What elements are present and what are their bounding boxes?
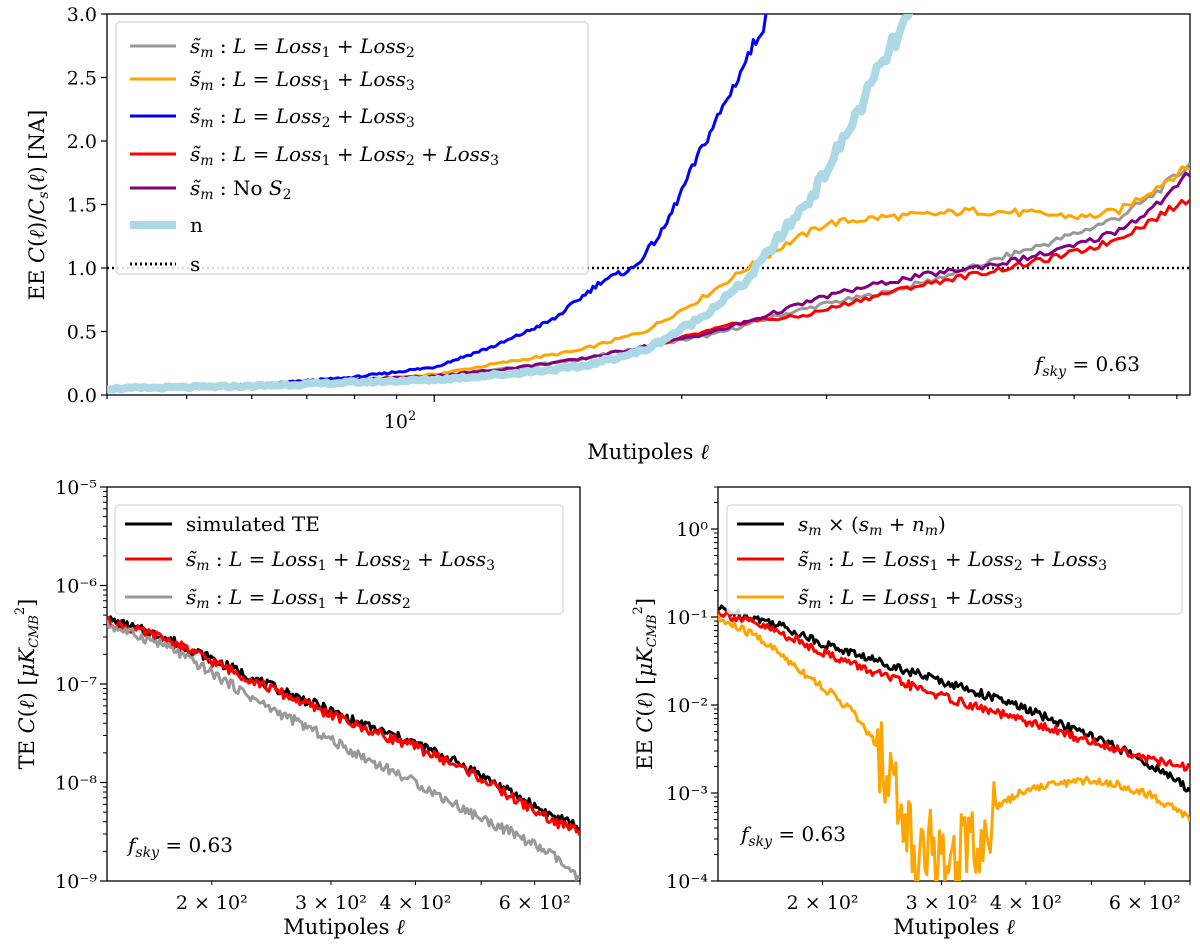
legend-label-loss123: s̃m : L = Loss1 + Loss2 + Loss3 [190,142,499,169]
bl-ytick-label: 10⁻⁷ [55,674,97,696]
legend-label-loss12: s̃m : L = Loss1 + Loss2 [190,34,415,61]
br-series-1 [718,610,1190,772]
br-ytick-label: 10⁰ [676,519,708,541]
br-ylabel: EE C(ℓ) [μKCMB2] [631,598,660,770]
br-ytick-label: 10⁻⁴ [666,871,708,893]
bl-ytick-label: 10⁻⁵ [55,477,97,499]
bl-xtick-label: 2 × 10² [176,892,248,914]
bl-xtick-label: 3 × 10² [295,892,367,914]
legend-label-loss13: s̃m : L = Loss1 + Loss3 [190,67,415,94]
bl-legend-label-loss12: s̃m : L = Loss1 + Loss2 [186,585,411,612]
top-ytick-label: 1.5 [67,195,97,217]
br-xlabel: Mutipoles ℓ [893,915,1015,939]
br-ytick-label: 10⁻¹ [666,607,708,629]
legend-label-n: n [190,213,203,237]
br-ytick-label: 10⁻³ [666,783,708,805]
bl-annotation: fsky = 0.63 [126,833,233,861]
bl-legend-label-loss123: s̃m : L = Loss1 + Loss2 + Loss3 [186,547,495,574]
br-xtick-label: 4 × 10² [990,892,1062,914]
top-panel: 0.0 0.5 1.0 1.5 2.0 2.5 3.0 102 Mutipoles ℓ EE… [25,4,1191,464]
top-annotation: fsky = 0.63 [1033,352,1140,380]
bl-legend-box [114,504,564,615]
br-legend-label-loss123: s̃m : L = Loss1 + Loss2 + Loss3 [798,547,1107,574]
br-legend-label-loss13: s̃m : L = Loss1 + Loss3 [798,585,1023,612]
top-ytick-label: 2.5 [67,68,97,90]
top-series-5 [107,14,914,394]
br-xtick-label: 6 × 10² [1109,892,1181,914]
br-annotation: fsky = 0.63 [739,822,846,850]
bottom-left-panel: 10⁻⁹ 10⁻⁸ 10⁻⁷ 10⁻⁶ 10⁻⁵ 2 × 10² 3 × 10² 4 × 10… [13,477,581,939]
br-ticks: 10⁻⁴ 10⁻³ 10⁻² 10⁻¹ 10⁰ 2 × 10² 3 × 10² 4 × 10²… [666,486,1191,914]
br-legend: sm × (sm + nm) s̃m : L = Loss1 + Loss2 +… [726,504,1183,615]
bl-ytick-label: 10⁻⁶ [55,576,97,598]
top-legend-box [115,21,589,275]
legend-label-s: s [190,252,200,276]
br-legend-box [726,504,1183,615]
br-plot-area [718,604,1190,881]
bl-ylabel: TE C(ℓ) [μKCMB2] [13,599,42,770]
legend-label-loss23: s̃m : L = Loss2 + Loss3 [190,104,415,131]
top-ytick-label: 3.0 [67,4,97,26]
top-xtick-label: 102 [384,409,416,433]
bl-ticks: 10⁻⁹ 10⁻⁸ 10⁻⁷ 10⁻⁶ 10⁻⁵ 2 × 10² 3 × 10² 4 × 10… [55,477,581,914]
top-ylabel: EE C(ℓ)/Cs(ℓ) [NA] [25,110,52,301]
bl-plot-area [107,615,580,881]
bl-xlabel: Mutipoles ℓ [283,915,405,939]
top-ytick-label: 0.5 [67,322,97,344]
top-xlabel: Mutipoles ℓ [587,440,709,464]
br-series-2 [718,614,1190,881]
bl-series-2 [107,620,580,881]
bl-ytick-label: 10⁻⁹ [55,871,97,893]
bl-xtick-label: 4 × 10² [380,892,452,914]
legend-label-nos2: s̃m : No S2 [190,176,292,203]
bl-xtick-label: 6 × 10² [499,892,571,914]
top-legend: s̃m : L = Loss1 + Loss2 s̃m : L = Loss1 … [115,21,589,276]
bl-ytick-label: 10⁻⁸ [55,773,97,795]
bl-legend: simulated TE s̃m : L = Loss1 + Loss2 + L… [114,504,564,615]
top-ytick-label: 0.0 [67,385,97,407]
bl-series-1 [107,616,580,836]
bottom-right-panel: 10⁻⁴ 10⁻³ 10⁻² 10⁻¹ 10⁰ 2 × 10² 3 × 10² 4 × 10²… [631,486,1191,939]
br-legend-label-smnm: sm × (sm + nm) [798,512,946,539]
br-xtick-label: 2 × 10² [787,892,859,914]
top-ticks: 0.0 0.5 1.0 1.5 2.0 2.5 3.0 [67,4,1178,407]
br-ytick-label: 10⁻² [666,695,708,717]
br-xtick-label: 3 × 10² [906,892,978,914]
bl-legend-label-simulated: simulated TE [186,512,320,536]
top-ytick-label: 2.0 [67,131,97,153]
top-ytick-label: 1.0 [67,258,97,280]
